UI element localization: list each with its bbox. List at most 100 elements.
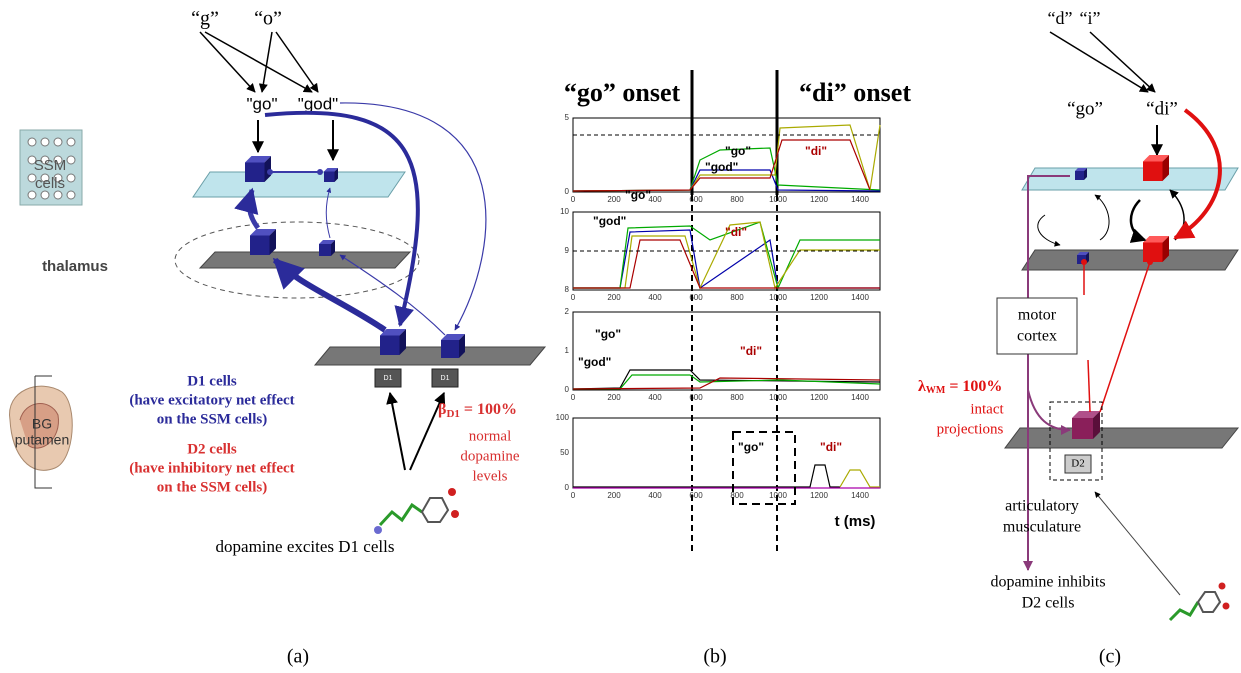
x-tick-label: 400 [648, 393, 662, 402]
caption: dopamine inhibits [990, 574, 1105, 591]
thalamus-plane [198, 251, 412, 269]
output-label: articulatory [1005, 498, 1079, 515]
x-tick-label: 200 [607, 491, 621, 500]
cortex-cell [245, 156, 271, 182]
y-tick-label: 10 [560, 207, 569, 216]
bg-label: BG [32, 416, 52, 432]
thalamus-cell [1143, 236, 1169, 262]
projection-note: projections [937, 421, 1004, 437]
ssm-icon: SSM cells [19, 129, 83, 206]
dopamine-note: normal [469, 428, 512, 444]
highlight-box [732, 431, 796, 505]
motor-cortex-label: motor [1018, 307, 1057, 324]
x-tick-label: 1000 [769, 491, 787, 500]
word-node: “go” [1067, 98, 1103, 119]
plot-annotation: "di" [725, 225, 747, 239]
d2-text: on the SSM cells) [157, 479, 267, 495]
cortex-cell [324, 168, 338, 182]
plot-frame [572, 417, 881, 489]
plot-annotation: "di" [740, 344, 762, 358]
beta-value: = 100% [460, 401, 517, 418]
d1-text: D1 cells [187, 373, 237, 389]
thalamus-cell [319, 240, 335, 256]
plot-frame [572, 117, 881, 193]
beta-subscript: D1 [446, 408, 459, 420]
thalamus-cell [250, 229, 276, 255]
input-letter: “o” [254, 8, 282, 30]
ssm-label: SSM [34, 157, 67, 174]
y-tick-label: 1 [565, 346, 570, 355]
x-tick-label: 0 [571, 293, 576, 302]
x-tick-label: 0 [571, 393, 576, 402]
input-arrows [1049, 31, 1156, 93]
motor-cortex-box [996, 297, 1078, 355]
word-node: "god" [298, 94, 338, 113]
plot-annotation: "god" [593, 214, 626, 228]
x-tick-label: 1200 [810, 491, 828, 500]
motor-cortex-label: cortex [1017, 328, 1057, 345]
cortex-cell [1075, 168, 1087, 180]
y-tick-label: 5 [565, 113, 570, 122]
x-tick-label: 0 [571, 491, 576, 500]
beta-parameter: βD1 = 100% [438, 401, 517, 420]
cortex-plane [192, 171, 406, 198]
cortex-cell [1143, 155, 1169, 181]
input-arrows [199, 31, 319, 93]
x-tick-label: 600 [689, 195, 703, 204]
panel-label: (a) [287, 646, 309, 668]
panel-a: “g” “o” "go" "god" SSM cells thalamus [9, 8, 547, 668]
onset-label: “go” onset [564, 78, 681, 107]
x-tick-label: 800 [730, 393, 744, 402]
y-tick-label: 2 [565, 307, 570, 316]
y-tick-label: 0 [565, 385, 570, 394]
caption: D2 cells [1022, 595, 1075, 612]
d1-text: (have excitatory net effect [129, 392, 294, 408]
thalamus-ellipse [174, 221, 420, 299]
x-axis-label: t (ms) [835, 513, 876, 530]
x-tick-label: 1000 [769, 195, 787, 204]
dopamine-molecule [1168, 582, 1230, 622]
plot-annotation: "god" [578, 355, 611, 369]
d1-text: on the SSM cells) [157, 411, 267, 427]
cell-tag [431, 368, 459, 388]
y-tick-label: 0 [565, 483, 570, 492]
cortex-plane [1021, 167, 1239, 191]
lambda-parameter: λWM = 100% [918, 378, 1002, 397]
x-tick-label: 800 [730, 195, 744, 204]
lambda-value: = 100% [945, 378, 1002, 395]
thalamus-plane [1021, 249, 1239, 271]
lambda-subscript: WM [926, 385, 946, 396]
plot-annotation: "go" [625, 188, 651, 202]
plot-annotation: "god" [705, 160, 738, 174]
word-arrows [252, 120, 339, 162]
d1-cell [380, 329, 406, 355]
onset-label: “di” onset [799, 78, 911, 107]
d2-cell [1072, 411, 1100, 439]
cell-tag-label: D1 [384, 375, 393, 382]
plot-annotation: "di" [820, 440, 842, 454]
x-tick-label: 1400 [851, 293, 869, 302]
cell-tag-label: D1 [441, 375, 450, 382]
d2-text: D2 cells [187, 441, 237, 457]
plot-annotation: "go" [738, 440, 764, 454]
y-tick-label: 100 [556, 413, 570, 422]
x-tick-label: 1200 [810, 195, 828, 204]
dopamine-note: dopamine [460, 448, 519, 464]
x-tick-label: 200 [607, 195, 621, 204]
cell-tag [374, 368, 402, 388]
dopamine-note: levels [473, 468, 508, 484]
striatum-plane [1004, 427, 1240, 449]
x-tick-label: 400 [648, 293, 662, 302]
panel-c: “d” “i” “go” “di” motor cortex λWM = 100… [918, 8, 1240, 668]
x-tick-label: 600 [689, 393, 703, 402]
d2-text: (have inhibitory net effect [129, 460, 294, 476]
pathways [234, 102, 487, 336]
x-tick-label: 1000 [769, 393, 787, 402]
beta-symbol: β [438, 401, 446, 418]
x-tick-label: 200 [607, 393, 621, 402]
plot-annotation: "go" [725, 144, 751, 158]
input-letter: “i” [1080, 8, 1101, 28]
x-tick-label: 800 [730, 293, 744, 302]
x-tick-label: 400 [648, 491, 662, 500]
